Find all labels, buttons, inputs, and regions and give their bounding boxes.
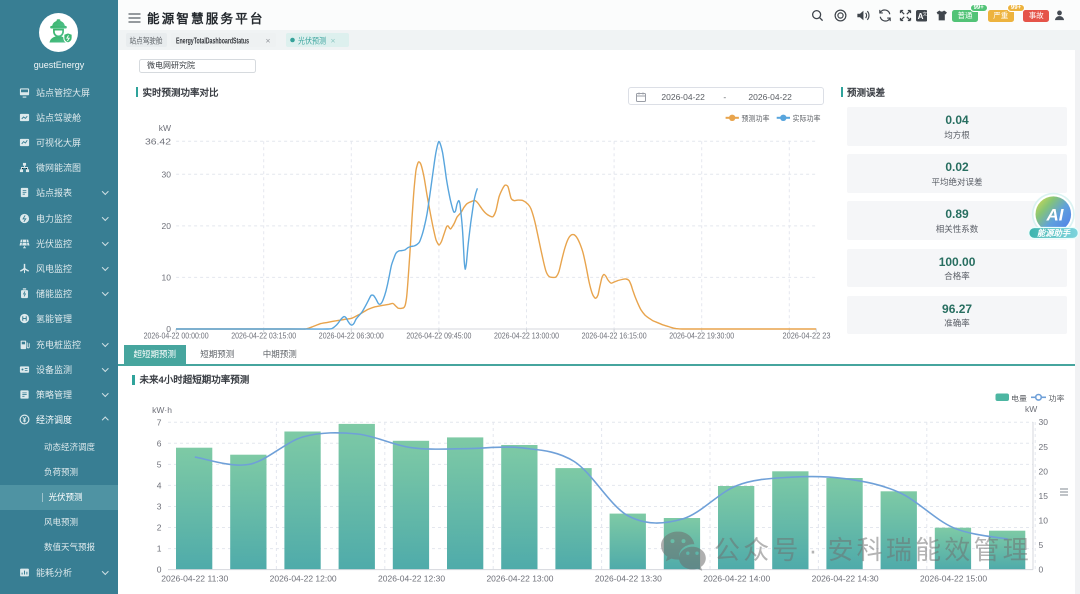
svg-text:×: × <box>330 35 335 45</box>
svg-text:6: 6 <box>157 438 162 448</box>
svg-text:2: 2 <box>157 523 162 533</box>
svg-text:2026-04-22 00:00:00: 2026-04-22 00:00:00 <box>144 331 209 341</box>
svg-text:2026-04-22 13:00:00: 2026-04-22 13:00:00 <box>494 331 559 341</box>
svg-text:2026-04-22 15:00: 2026-04-22 15:00 <box>920 574 987 584</box>
svg-text:2026-04-22 14:30: 2026-04-22 14:30 <box>812 574 879 584</box>
svg-text:kW: kW <box>159 123 171 133</box>
svg-text:预测功率: 预测功率 <box>742 113 770 123</box>
svg-text:5: 5 <box>1039 540 1044 550</box>
svg-text:2026-04-22 03:15:00: 2026-04-22 03:15:00 <box>231 331 296 341</box>
svg-text:×: × <box>265 35 270 45</box>
svg-text:4: 4 <box>157 480 162 490</box>
svg-text:20: 20 <box>162 221 172 231</box>
svg-text:7: 7 <box>157 417 162 427</box>
svg-text:10: 10 <box>162 272 172 282</box>
svg-text:3: 3 <box>157 501 162 511</box>
svg-text:0: 0 <box>1039 565 1044 575</box>
svg-text:30: 30 <box>1039 417 1049 427</box>
svg-text:25: 25 <box>1039 442 1049 452</box>
svg-text:2026-04-22 06:30:00: 2026-04-22 06:30:00 <box>319 331 384 341</box>
svg-text:15: 15 <box>1039 491 1049 501</box>
svg-text:5: 5 <box>157 459 162 469</box>
svg-text:AI: AI <box>1046 206 1065 225</box>
svg-text:站点驾驶舱: 站点驾驶舱 <box>130 35 163 45</box>
svg-text:2026-04-22 12:30: 2026-04-22 12:30 <box>378 574 445 584</box>
svg-text:0: 0 <box>157 565 162 575</box>
svg-text:30: 30 <box>162 169 172 179</box>
svg-text:公众号·安科瑞能效管理: 公众号 · 安科瑞能效管理 <box>714 535 1032 565</box>
svg-text:kW: kW <box>1025 404 1037 414</box>
svg-text:2026-04-22 11:30: 2026-04-22 11:30 <box>161 574 228 584</box>
svg-text:能源助手: 能源助手 <box>1037 228 1071 238</box>
svg-text:2026-04-22 23: 2026-04-22 23 <box>783 331 831 341</box>
svg-text:36.42: 36.42 <box>145 136 171 146</box>
svg-text:2026-04-22 13:00: 2026-04-22 13:00 <box>486 574 553 584</box>
svg-text:2026-04-22 09:45:00: 2026-04-22 09:45:00 <box>406 331 471 341</box>
svg-text:2026-04-22 16:15:00: 2026-04-22 16:15:00 <box>582 331 647 341</box>
svg-text:kW·h: kW·h <box>152 405 172 415</box>
svg-text:2026-04-22 19:30:00: 2026-04-22 19:30:00 <box>669 331 734 341</box>
svg-text:10: 10 <box>1039 515 1049 525</box>
svg-text:实际功率: 实际功率 <box>793 113 821 123</box>
svg-text:A: A <box>917 12 923 21</box>
svg-text:1: 1 <box>157 544 162 554</box>
svg-text:2026-04-22 12:00: 2026-04-22 12:00 <box>270 574 337 584</box>
svg-text:20: 20 <box>1039 466 1049 476</box>
svg-text:EnergyTotalDashboardStatus: EnergyTotalDashboardStatus <box>176 36 249 45</box>
svg-text:电量: 电量 <box>1011 393 1028 403</box>
svg-text:功率: 功率 <box>1049 393 1066 403</box>
svg-text:光伏预测: 光伏预测 <box>298 35 326 45</box>
svg-text:2026-04-22 14:00: 2026-04-22 14:00 <box>703 574 770 584</box>
svg-text:0: 0 <box>166 324 171 334</box>
svg-text:2026-04-22 13:30: 2026-04-22 13:30 <box>595 574 662 584</box>
svg-text:文: 文 <box>922 10 927 17</box>
